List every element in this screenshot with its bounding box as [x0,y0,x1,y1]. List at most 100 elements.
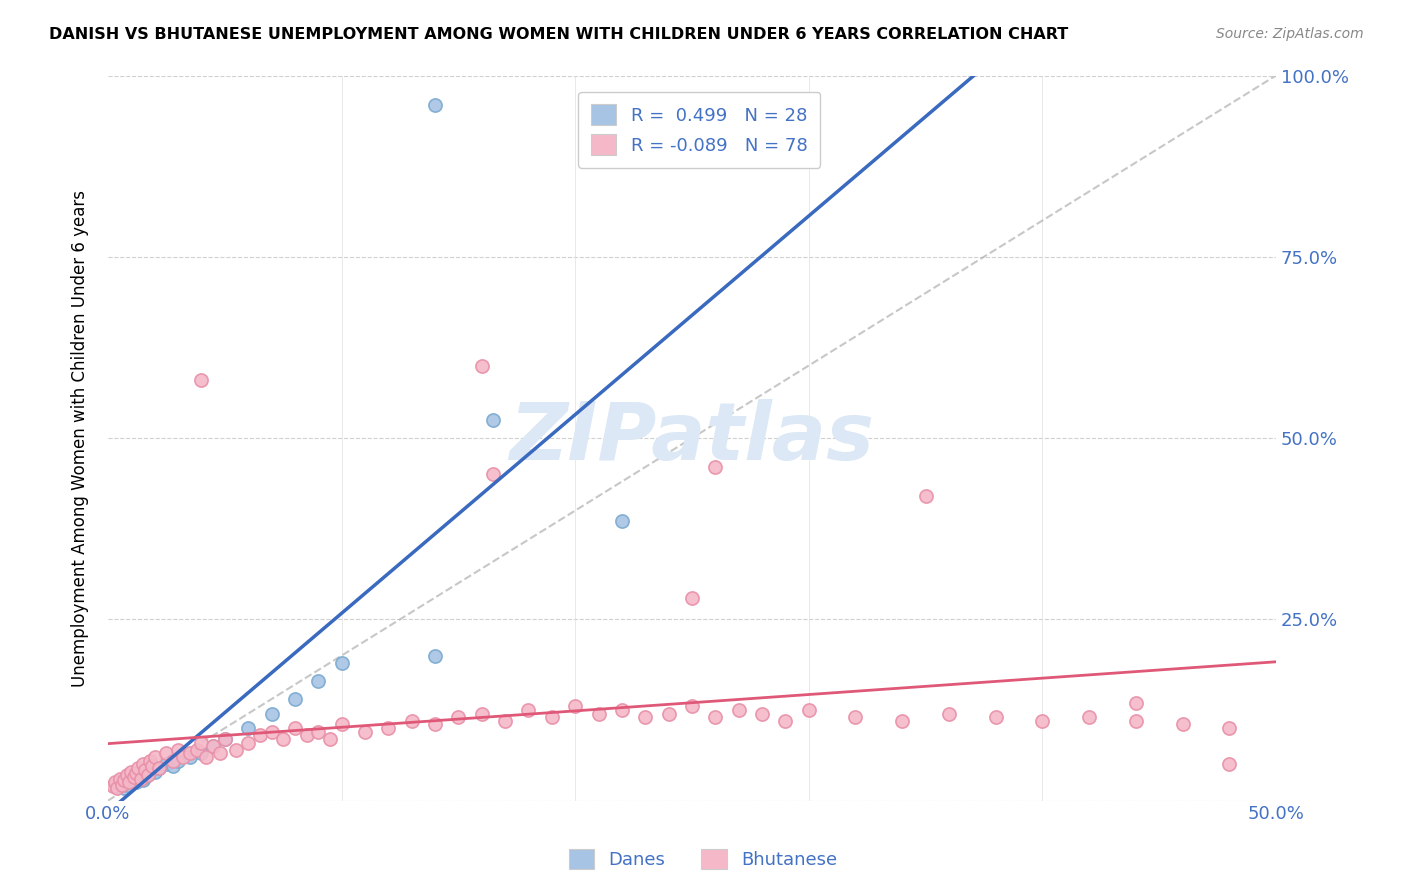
Point [108,775,131,789]
Point [540,710,562,724]
Point [984,710,1007,724]
Point [471,359,494,373]
Point [564,699,586,714]
Point [658,706,681,721]
Point [330,717,353,731]
Point [260,724,283,739]
Text: DANISH VS BHUTANESE UNEMPLOYMENT AMONG WOMEN WITH CHILDREN UNDER 6 YEARS CORRELA: DANISH VS BHUTANESE UNEMPLOYMENT AMONG W… [49,27,1069,42]
Point [190,373,212,387]
Point [844,710,866,724]
Y-axis label: Unemployment Among Women with Children Under 6 years: Unemployment Among Women with Children U… [72,190,89,687]
Point [104,775,127,789]
Point [330,656,353,670]
Point [104,779,127,793]
Point [482,413,505,427]
Point [797,703,820,717]
Point [111,778,134,792]
Point [214,731,236,746]
Point [179,747,201,761]
Point [120,772,142,786]
Point [634,710,657,724]
Legend: R =  0.499   N = 28, R = -0.089   N = 78: R = 0.499 N = 28, R = -0.089 N = 78 [578,92,820,168]
Point [1218,757,1240,772]
Point [588,706,610,721]
Text: ZIPatlas: ZIPatlas [509,399,875,477]
Point [1171,717,1194,731]
Point [284,721,307,735]
Point [610,703,633,717]
Point [125,766,148,780]
Point [162,754,184,768]
Point [143,750,166,764]
Point [271,731,294,746]
Point [148,761,170,775]
Point [681,699,703,714]
Point [143,764,166,779]
Point [517,703,540,717]
Point [423,648,446,663]
Point [914,489,936,503]
Point [132,773,155,788]
Point [141,759,163,773]
Point [172,750,194,764]
Point [190,736,212,750]
Point [127,761,149,775]
Point [610,515,633,529]
Point [236,736,259,750]
Point [284,692,307,706]
Point [354,724,377,739]
Point [179,750,201,764]
Point [447,710,470,724]
Point [195,750,218,764]
Point [423,97,446,112]
Point [751,706,773,721]
Legend: Danes, Bhutanese: Danes, Bhutanese [560,839,846,879]
Point [225,743,247,757]
Point [214,731,236,746]
Point [704,460,727,475]
Point [167,754,190,768]
Point [136,768,159,782]
Point [891,714,914,728]
Point [155,757,177,772]
Point [1125,696,1147,710]
Point [1218,721,1240,735]
Point [155,747,177,761]
Point [125,775,148,789]
Point [202,739,225,754]
Point [307,673,329,688]
Point [401,714,423,728]
Point [108,772,131,786]
Point [1078,710,1101,724]
Point [112,780,135,795]
Point [482,467,505,482]
Point [139,754,162,768]
Point [209,747,232,761]
Point [129,772,152,786]
Point [162,759,184,773]
Point [319,731,342,746]
Point [118,775,141,789]
Point [938,706,960,721]
Point [1125,714,1147,728]
Point [727,703,749,717]
Point [307,724,329,739]
Point [127,768,149,782]
Point [139,766,162,780]
Point [132,757,155,772]
Point [249,728,271,742]
Point [148,761,170,775]
Point [260,706,283,721]
Point [105,780,128,795]
Point [101,779,124,793]
Point [1031,714,1053,728]
Point [295,728,318,742]
Point [775,714,797,728]
Point [202,739,225,754]
Point [190,747,212,761]
Point [112,773,135,788]
Point [115,778,138,792]
Point [471,706,494,721]
Point [186,743,208,757]
Point [494,714,516,728]
